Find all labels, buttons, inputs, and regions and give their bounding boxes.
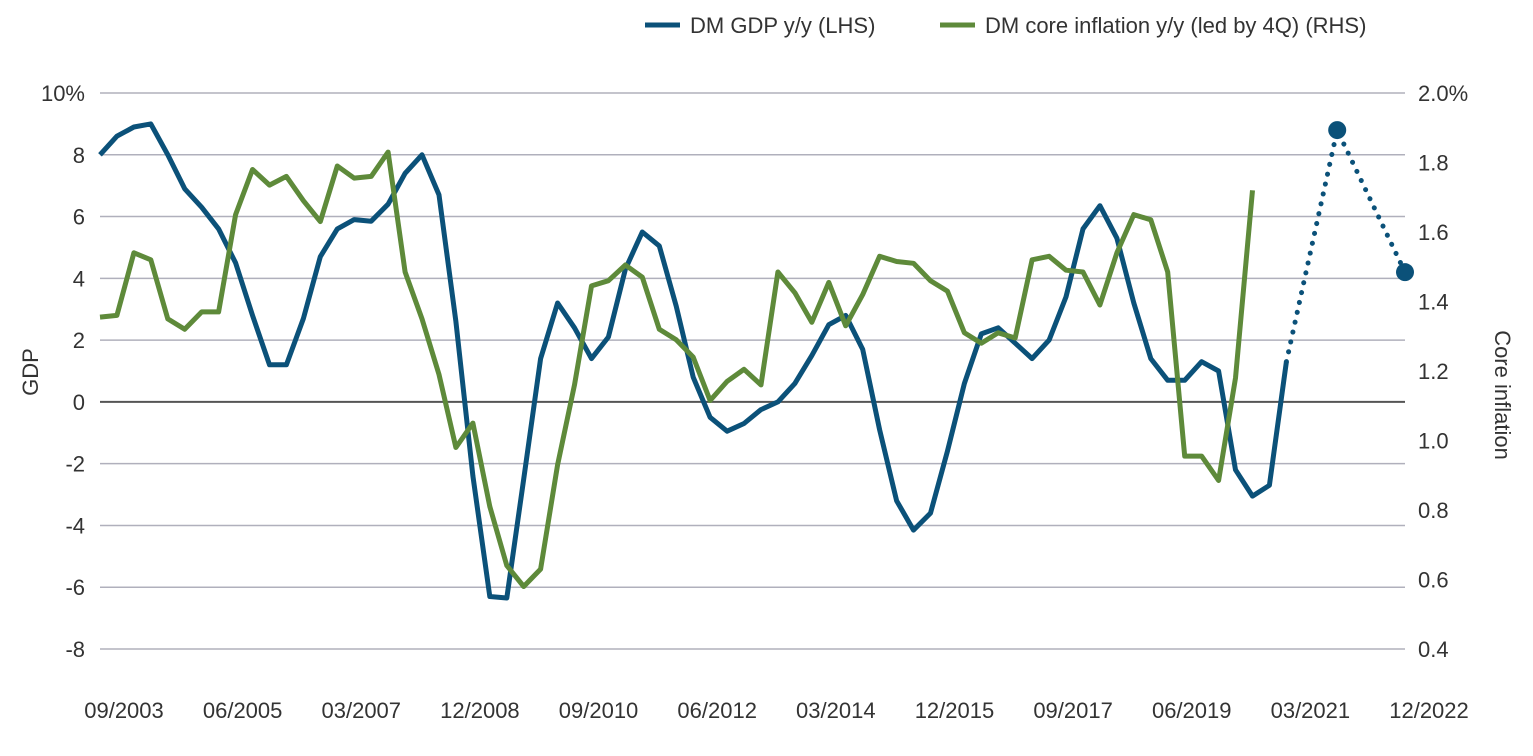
x-tick-label: 06/2019: [1152, 698, 1232, 723]
gdp-forecast-dotted-line: [1283, 122, 1408, 365]
legend-label-gdp: DM GDP y/y (LHS): [690, 13, 875, 38]
x-axis-ticks: 09/2003 06/2005 03/2007 12/2008 09/2010 06/20…: [84, 698, 1469, 723]
gdp-forecast-marker: [1396, 263, 1414, 282]
x-tick-label: 12/2015: [915, 698, 995, 723]
left-tick-label: -8: [65, 637, 85, 662]
right-tick-label: 2.0%: [1418, 81, 1468, 106]
right-tick-label: 0.4: [1418, 637, 1449, 662]
left-tick-label: 6: [73, 205, 85, 230]
x-tick-label: 09/2003: [84, 698, 164, 723]
left-tick-label: 4: [73, 266, 85, 291]
legend-label-inflation: DM core inflation y/y (led by 4Q) (RHS): [985, 13, 1366, 38]
right-axis-ticks: 2.0% 1.8 1.6 1.4 1.2 1.0 0.8 0.6 0.4: [1418, 81, 1468, 662]
right-tick-label: 0.8: [1418, 498, 1449, 523]
left-tick-label: -4: [65, 513, 85, 538]
right-tick-label: 1.8: [1418, 151, 1449, 176]
x-tick-label: 12/2008: [440, 698, 520, 723]
left-tick-label: -6: [65, 575, 85, 600]
left-tick-label: 2: [73, 328, 85, 353]
left-tick-label: -2: [65, 452, 85, 477]
right-axis-label: Core inflation: [1490, 330, 1515, 460]
left-axis-ticks: 10% 8 6 4 2 0 -2 -4 -6 -8: [41, 81, 85, 662]
legend: DM GDP y/y (LHS) DM core inflation y/y (…: [645, 13, 1366, 38]
left-tick-label: 8: [73, 143, 85, 168]
x-tick-label: 12/2022: [1389, 698, 1469, 723]
x-tick-label: 03/2014: [796, 698, 876, 723]
right-tick-label: 1.6: [1418, 220, 1449, 245]
gdp-line: [98, 121, 1289, 601]
right-tick-label: 1.4: [1418, 290, 1449, 315]
right-tick-label: 0.6: [1418, 568, 1449, 593]
left-tick-label: 10%: [41, 81, 85, 106]
core-inflation-line: [99, 149, 1255, 589]
x-tick-label: 03/2007: [322, 698, 402, 723]
x-tick-label: 06/2005: [203, 698, 283, 723]
gridlines: [100, 92, 1405, 650]
left-axis-label: GDP: [18, 348, 43, 396]
x-tick-label: 09/2017: [1033, 698, 1113, 723]
x-tick-label: 06/2012: [677, 698, 757, 723]
right-tick-label: 1.2: [1418, 359, 1449, 384]
left-tick-label: 0: [73, 390, 85, 415]
x-tick-label: 09/2010: [559, 698, 639, 723]
right-tick-label: 1.0: [1418, 429, 1449, 454]
gdp-forecast-marker: [1328, 121, 1347, 140]
x-tick-label: 03/2021: [1271, 698, 1351, 723]
series-lines: [98, 121, 1414, 601]
